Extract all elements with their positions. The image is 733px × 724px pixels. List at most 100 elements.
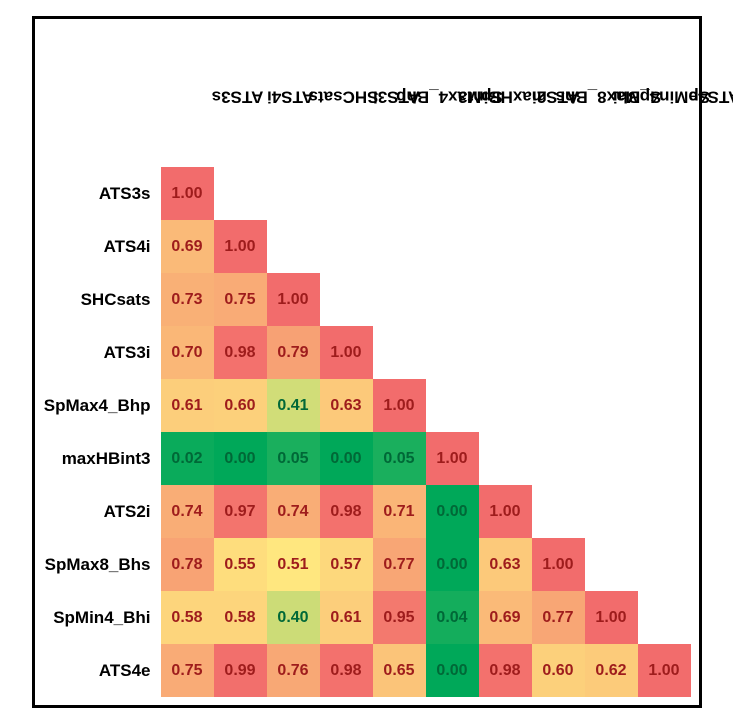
heatmap-cell: 0.00 (214, 432, 267, 485)
heatmap-cell (532, 485, 585, 538)
heatmap-cell: 1.00 (214, 220, 267, 273)
heatmap-cell: 0.61 (320, 591, 373, 644)
row-header: ATS3i (43, 326, 161, 379)
heatmap-cell: 0.99 (214, 644, 267, 697)
heatmap-cell: 0.62 (585, 644, 638, 697)
heatmap-cell: 0.75 (214, 273, 267, 326)
heatmap-cell: 0.76 (267, 644, 320, 697)
column-header: ATS4e (594, 71, 733, 124)
heatmap-cell: 0.70 (161, 326, 214, 379)
heatmap-cell (426, 220, 479, 273)
heatmap-cell: 0.04 (426, 591, 479, 644)
table-row: SHCsats0.730.751.00 (43, 273, 691, 326)
heatmap-cell: 0.97 (214, 485, 267, 538)
heatmap-cell: 0.98 (320, 485, 373, 538)
heatmap-cell (373, 220, 426, 273)
heatmap-cell: 0.00 (426, 485, 479, 538)
heatmap-cell (267, 167, 320, 220)
table-row: ATS2i0.740.970.740.980.710.001.00 (43, 485, 691, 538)
heatmap-cell (426, 273, 479, 326)
heatmap-cell: 0.78 (161, 538, 214, 591)
row-header: ATS3s (43, 167, 161, 220)
column-headers-row: ATS3sATS4iSHCsatsATS3iSpMax4_BhpmaxHBint… (43, 27, 691, 167)
heatmap-cell: 0.60 (532, 644, 585, 697)
heatmap-cell: 0.65 (373, 644, 426, 697)
heatmap-cell (479, 273, 532, 326)
heatmap-cell: 0.61 (161, 379, 214, 432)
heatmap-cell (267, 220, 320, 273)
heatmap-cell (585, 220, 638, 273)
heatmap-cell (373, 326, 426, 379)
heatmap-cell: 1.00 (161, 167, 214, 220)
heatmap-cell: 0.41 (267, 379, 320, 432)
heatmap-cell: 0.98 (320, 644, 373, 697)
heatmap-cell (426, 326, 479, 379)
heatmap-cell: 1.00 (320, 326, 373, 379)
heatmap-cell: 1.00 (638, 644, 691, 697)
heatmap-cell: 0.05 (267, 432, 320, 485)
heatmap-cell: 0.69 (479, 591, 532, 644)
heatmap-cell (373, 273, 426, 326)
heatmap-cell (532, 379, 585, 432)
table-row: maxHBint30.020.000.050.000.051.00 (43, 432, 691, 485)
heatmap-cell (585, 167, 638, 220)
heatmap-cell: 0.77 (532, 591, 585, 644)
heatmap-cell: 0.73 (161, 273, 214, 326)
heatmap-cell (532, 167, 585, 220)
heatmap-cell: 1.00 (585, 591, 638, 644)
column-header-label: ATS4e (688, 87, 733, 107)
heatmap-cell (479, 167, 532, 220)
heatmap-cell (638, 326, 691, 379)
heatmap-cell (320, 220, 373, 273)
row-header: ATS4e (43, 644, 161, 697)
heatmap-cell (585, 273, 638, 326)
heatmap-cell: 0.55 (214, 538, 267, 591)
heatmap-cell (373, 167, 426, 220)
heatmap-cell (585, 432, 638, 485)
table-row: SpMin4_Bhi0.580.580.400.610.950.040.690.… (43, 591, 691, 644)
table-row: ATS3s1.00 (43, 167, 691, 220)
heatmap-cell: 0.00 (426, 538, 479, 591)
heatmap-cell: 0.00 (426, 644, 479, 697)
heatmap-cell (426, 167, 479, 220)
table-row: ATS3i0.700.980.791.00 (43, 326, 691, 379)
heatmap-cell (585, 538, 638, 591)
heatmap-cell: 1.00 (267, 273, 320, 326)
row-header: SpMax4_Bhp (43, 379, 161, 432)
heatmap-cell (638, 485, 691, 538)
heatmap-cell (638, 379, 691, 432)
heatmap-cell: 0.74 (161, 485, 214, 538)
table-row: ATS4e0.750.990.760.980.650.000.980.600.6… (43, 644, 691, 697)
heatmap-cell (585, 326, 638, 379)
heatmap-cell (479, 220, 532, 273)
row-header: maxHBint3 (43, 432, 161, 485)
heatmap-cell: 1.00 (373, 379, 426, 432)
heatmap-cell: 0.79 (267, 326, 320, 379)
heatmap-cell (585, 485, 638, 538)
heatmap-cell: 0.58 (214, 591, 267, 644)
heatmap-cell: 0.69 (161, 220, 214, 273)
heatmap-cell: 0.60 (214, 379, 267, 432)
row-header: ATS2i (43, 485, 161, 538)
row-header: ATS4i (43, 220, 161, 273)
heatmap-cell: 0.40 (267, 591, 320, 644)
heatmap-cell: 0.58 (161, 591, 214, 644)
table-row: SpMax4_Bhp0.610.600.410.631.00 (43, 379, 691, 432)
heatmap-cell: 0.02 (161, 432, 214, 485)
heatmap-cell (532, 432, 585, 485)
heatmap-body: ATS3s1.00ATS4i0.691.00SHCsats0.730.751.0… (43, 167, 691, 697)
heatmap-cell (638, 220, 691, 273)
row-header: SpMax8_Bhs (43, 538, 161, 591)
correlation-heatmap: ATS3sATS4iSHCsatsATS3iSpMax4_BhpmaxHBint… (32, 16, 702, 708)
heatmap-cell: 0.71 (373, 485, 426, 538)
heatmap-cell (426, 379, 479, 432)
heatmap-cell (320, 273, 373, 326)
heatmap-cell (479, 379, 532, 432)
heatmap-cell (320, 167, 373, 220)
heatmap-cell: 0.51 (267, 538, 320, 591)
table-row: SpMax8_Bhs0.780.550.510.570.770.000.631.… (43, 538, 691, 591)
heatmap-table: ATS3sATS4iSHCsatsATS3iSpMax4_BhpmaxHBint… (43, 27, 691, 697)
heatmap-cell: 0.98 (479, 644, 532, 697)
heatmap-cell (638, 167, 691, 220)
heatmap-cell: 1.00 (532, 538, 585, 591)
